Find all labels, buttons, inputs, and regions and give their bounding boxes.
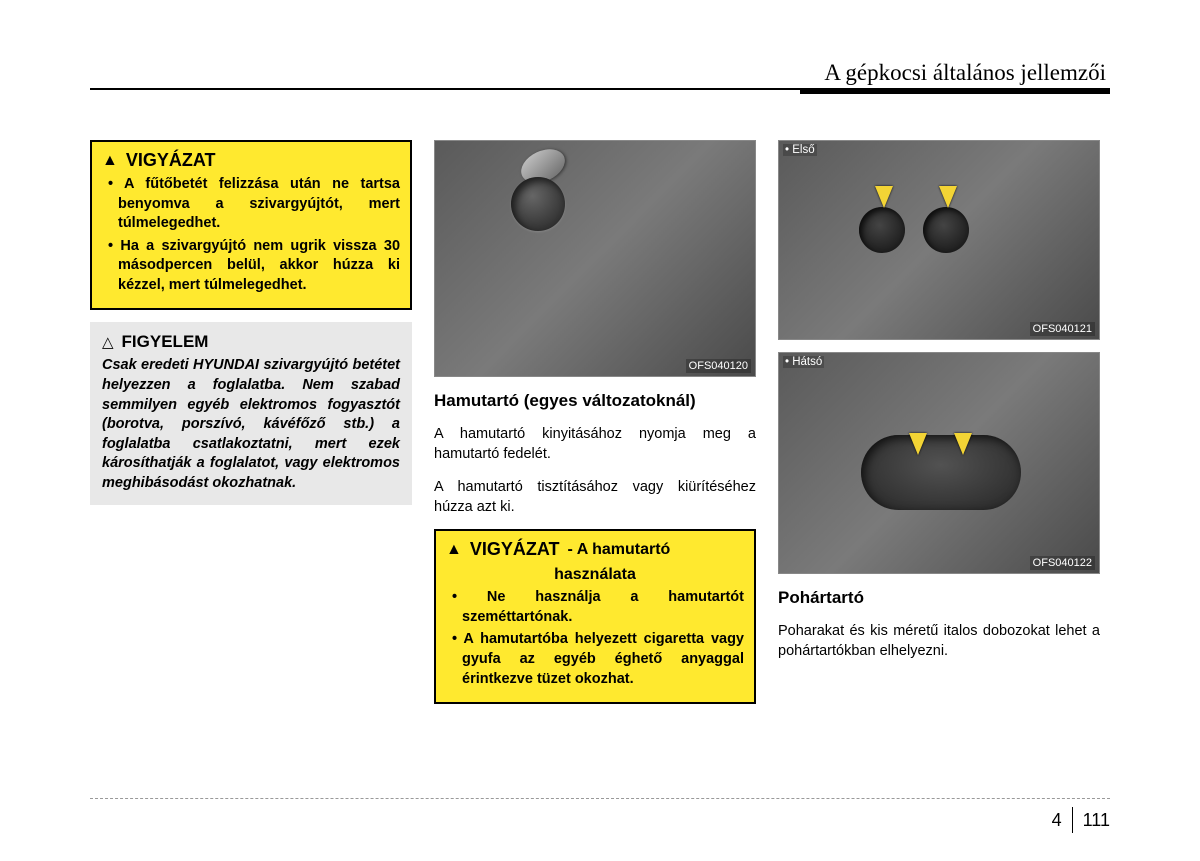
caution-item: Ne használja a hamutartót szeméttartónak…	[452, 588, 744, 627]
caution-header: ▲ VIGYÁZAT - A hamutartó használata	[446, 539, 744, 584]
cupholder-section-title: Pohártartó	[778, 588, 1100, 608]
warning-icon: ▲	[102, 152, 118, 170]
column-left: ▲ VIGYÁZAT A fűtőbetét felizzása után ne…	[90, 140, 412, 704]
caution-item: A hamutartóba helyezett cigaretta vagy g…	[452, 630, 744, 689]
caution-list: A fűtőbetét felizzása után ne tartsa ben…	[102, 175, 400, 295]
arrow-down-icon	[909, 433, 927, 455]
arrow-down-icon	[875, 186, 893, 208]
cup-tray-illustration	[861, 435, 1021, 510]
caution-subtitle-bottom: használata	[446, 566, 744, 584]
notice-header: △ FIGYELEM	[102, 332, 400, 352]
caution-box-ashtray: ▲ VIGYÁZAT - A hamutartó használata Ne h…	[434, 529, 756, 704]
ashtray-para1: A hamutartó kinyitásához nyomja meg a ha…	[434, 425, 756, 464]
notice-box: △ FIGYELEM Csak eredeti HYUNDAI szivargy…	[90, 322, 412, 505]
image-code: OFS040122	[1030, 556, 1095, 570]
image-ashtray: OFS040120	[434, 140, 756, 377]
footer-divider	[1072, 807, 1073, 833]
warning-icon: ▲	[446, 541, 462, 559]
caution-header: ▲ VIGYÁZAT	[102, 150, 400, 171]
notice-title: FIGYELEM	[122, 332, 209, 352]
ashtray-section-title: Hamutartó (egyes változatoknál)	[434, 391, 756, 411]
caution-title: VIGYÁZAT	[470, 539, 560, 560]
cupholder-para: Poharakat és kis méretű italos dobozokat…	[778, 622, 1100, 661]
caution-item: Ha a szivargyújtó nem ugrik vissza 30 má…	[108, 237, 400, 296]
caution-title: VIGYÁZAT	[126, 150, 216, 171]
caution-subtitle-top: - A hamutartó	[568, 541, 671, 559]
ashtray-para2: A hamutartó tisztításához vagy kiürítésé…	[434, 478, 756, 517]
column-middle: OFS040120 Hamutartó (egyes változatoknál…	[434, 140, 756, 704]
page-header: A gépkocsi általános jellemzői	[90, 60, 1110, 90]
image-label: • Első	[783, 144, 817, 156]
caution-box-lighter: ▲ VIGYÁZAT A fűtőbetét felizzása után ne…	[90, 140, 412, 310]
caution-item: A fűtőbetét felizzása után ne tartsa ben…	[108, 175, 400, 234]
arrow-down-icon	[939, 186, 957, 208]
caution-list: Ne használja a hamutartót szeméttartónak…	[446, 588, 744, 689]
image-label: • Hátsó	[783, 356, 824, 368]
cup-hole-illustration	[923, 207, 969, 253]
warning-outline-icon: △	[102, 333, 114, 351]
image-cupholder-rear: • Hátsó OFS040122	[778, 352, 1100, 574]
column-right: • Első OFS040121 • Hátsó OFS040122 Pohár…	[778, 140, 1100, 704]
image-cupholder-front: • Első OFS040121	[778, 140, 1100, 340]
ashtray-hole-illustration	[511, 177, 565, 231]
page-footer: 4 111	[90, 798, 1110, 833]
arrow-down-icon	[954, 433, 972, 455]
chapter-number: 4	[1052, 810, 1062, 831]
image-code: OFS040121	[1030, 322, 1095, 336]
image-code: OFS040120	[686, 359, 751, 373]
header-accent-bar	[800, 88, 1110, 94]
notice-text: Csak eredeti HYUNDAI szivargyújtó betéte…	[102, 356, 400, 493]
cup-hole-illustration	[859, 207, 905, 253]
page-number: 111	[1083, 810, 1110, 831]
header-title: A gépkocsi általános jellemzői	[824, 60, 1110, 86]
content-columns: ▲ VIGYÁZAT A fűtőbetét felizzása után ne…	[90, 140, 1110, 704]
